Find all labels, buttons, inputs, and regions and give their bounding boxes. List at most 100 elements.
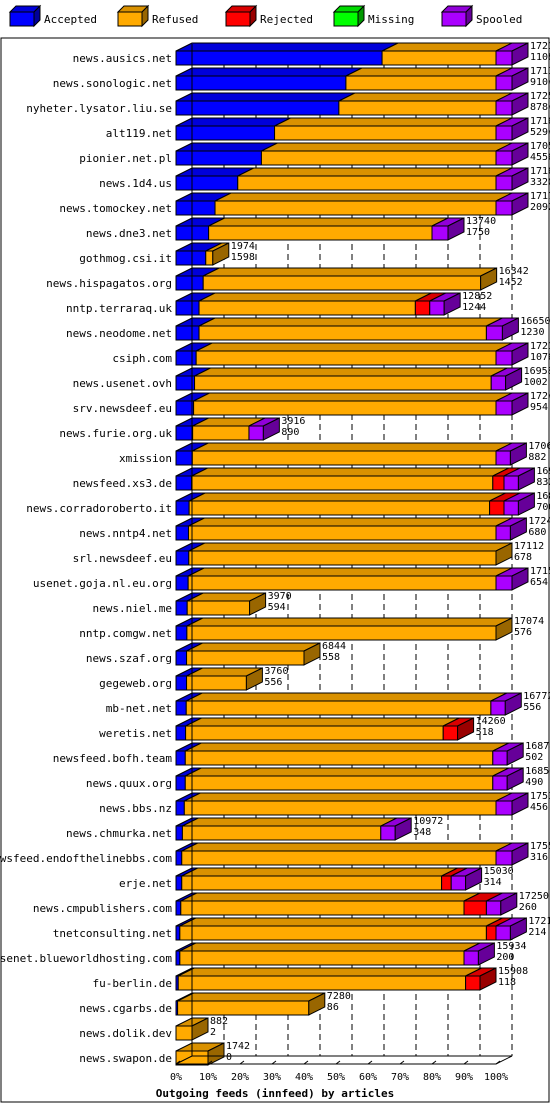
total-label: 17058 <box>530 141 550 152</box>
bar-rejected-side <box>479 967 497 991</box>
bar-row <box>175 617 513 641</box>
total-label: 16840 <box>536 491 550 502</box>
bar-accepted <box>175 450 193 466</box>
bar-spooled <box>495 150 513 166</box>
accepted-label: 8784 <box>530 102 550 113</box>
bar-row <box>175 467 535 491</box>
total-label: 17214 <box>530 341 550 352</box>
feed-label: news.neodome.net <box>66 327 172 340</box>
bar-accepted-top <box>175 117 291 127</box>
feed-label: csiph.com <box>112 352 172 365</box>
total-label: 12852 <box>462 291 492 302</box>
bar-refused <box>338 100 497 116</box>
bar-spooled-side <box>465 867 483 891</box>
bar-refused-top <box>381 42 513 52</box>
legend-swatch <box>225 11 251 27</box>
feed-label: newsfeed.bofh.team <box>53 752 173 765</box>
bar-refused-top <box>208 217 449 227</box>
bar-refused-top <box>179 942 481 952</box>
feed-label: news.sonologic.net <box>53 77 172 90</box>
feed-label: newsfeed.endofthelinebbs.com <box>0 852 172 865</box>
bar-refused-top <box>192 442 513 452</box>
accepted-label: 700 <box>536 502 550 513</box>
total-label: 15908 <box>498 966 528 977</box>
tick-mark <box>335 1060 341 1065</box>
feed-label: news.swapon.de <box>79 1052 172 1065</box>
bar-spooled <box>495 50 513 66</box>
tick-mark <box>271 1060 277 1065</box>
bar-row <box>175 567 529 591</box>
tick-label: 70% <box>391 1072 409 1083</box>
bar-refused <box>187 525 497 541</box>
bar-spooled-side <box>511 67 529 91</box>
bar-refused-top <box>237 167 513 177</box>
total-label: 17134 <box>530 66 550 77</box>
accepted-label: 1244 <box>462 302 486 313</box>
bar-accepted <box>175 75 347 91</box>
bar-spooled <box>495 400 513 416</box>
accepted-label: 2 <box>210 1027 216 1038</box>
bar-refused <box>194 375 492 391</box>
bar-refused-top <box>187 567 513 577</box>
bar-spooled <box>429 300 445 316</box>
bar-refused-side <box>303 642 321 666</box>
accepted-label: 4556 <box>530 152 550 163</box>
accepted-label: 2092 <box>530 202 550 213</box>
bar-accepted <box>175 675 188 691</box>
bar-refused <box>179 950 465 966</box>
total-label: 6844 <box>322 641 346 652</box>
legend-swatch <box>333 11 359 27</box>
x-axis-title: Outgoing feeds (innfeed) by articles <box>156 1087 394 1100</box>
total-label: 17176 <box>530 191 550 202</box>
bar-accepted <box>175 175 239 191</box>
bar-refused <box>187 575 497 591</box>
bar-spooled-side <box>517 492 535 516</box>
bar-accepted <box>175 725 187 741</box>
bar-spooled <box>495 175 513 191</box>
accepted-label: 214 <box>528 927 546 938</box>
bar-row <box>175 742 524 766</box>
bar-refused-side <box>495 542 513 566</box>
accepted-label: 118 <box>498 977 516 988</box>
bar-accepted <box>175 125 276 141</box>
total-label: 16342 <box>499 266 529 277</box>
bar-refused <box>198 300 416 316</box>
feed-label: gothmog.csi.it <box>79 252 172 265</box>
total-label: 17112 <box>514 541 544 552</box>
bar-refused <box>180 900 465 916</box>
bar-accepted <box>175 625 188 641</box>
tick-label: 10% <box>199 1072 217 1083</box>
accepted-label: 1076 <box>530 352 550 363</box>
feed-label: erje.net <box>119 877 172 890</box>
bar-spooled-side <box>511 167 529 191</box>
tick-label: 60% <box>359 1072 377 1083</box>
bar-refused-top <box>186 617 513 627</box>
bar-spooled-side <box>262 417 280 441</box>
feed-label: news.dne3.net <box>86 227 172 240</box>
accepted-label: 11082 <box>530 52 550 63</box>
bar-spooled <box>495 100 513 116</box>
feed-label: srl.newsdeef.eu <box>73 552 172 565</box>
bar-row <box>175 892 518 916</box>
accepted-label: 0 <box>226 1052 232 1063</box>
total-label: 17166 <box>530 166 550 177</box>
row-labels: news.ausics.net1721011082news.sonologic.… <box>0 41 550 1065</box>
bar-accepted <box>175 150 262 166</box>
bar-refused <box>183 800 497 816</box>
bar-accepted <box>175 700 187 716</box>
accepted-label: 1230 <box>520 327 544 338</box>
total-label: 3970 <box>268 591 292 602</box>
bar-row <box>175 517 527 541</box>
bar-accepted <box>175 325 200 341</box>
bar-accepted <box>175 950 181 966</box>
total-label: 3916 <box>281 416 305 427</box>
total-label: 16772 <box>523 691 550 702</box>
total-label: 16878 <box>525 741 550 752</box>
feed-label: weretis.net <box>99 727 172 740</box>
bar-spooled-side <box>511 92 529 116</box>
bar-refused-side <box>495 617 513 641</box>
bar-row <box>175 692 522 716</box>
